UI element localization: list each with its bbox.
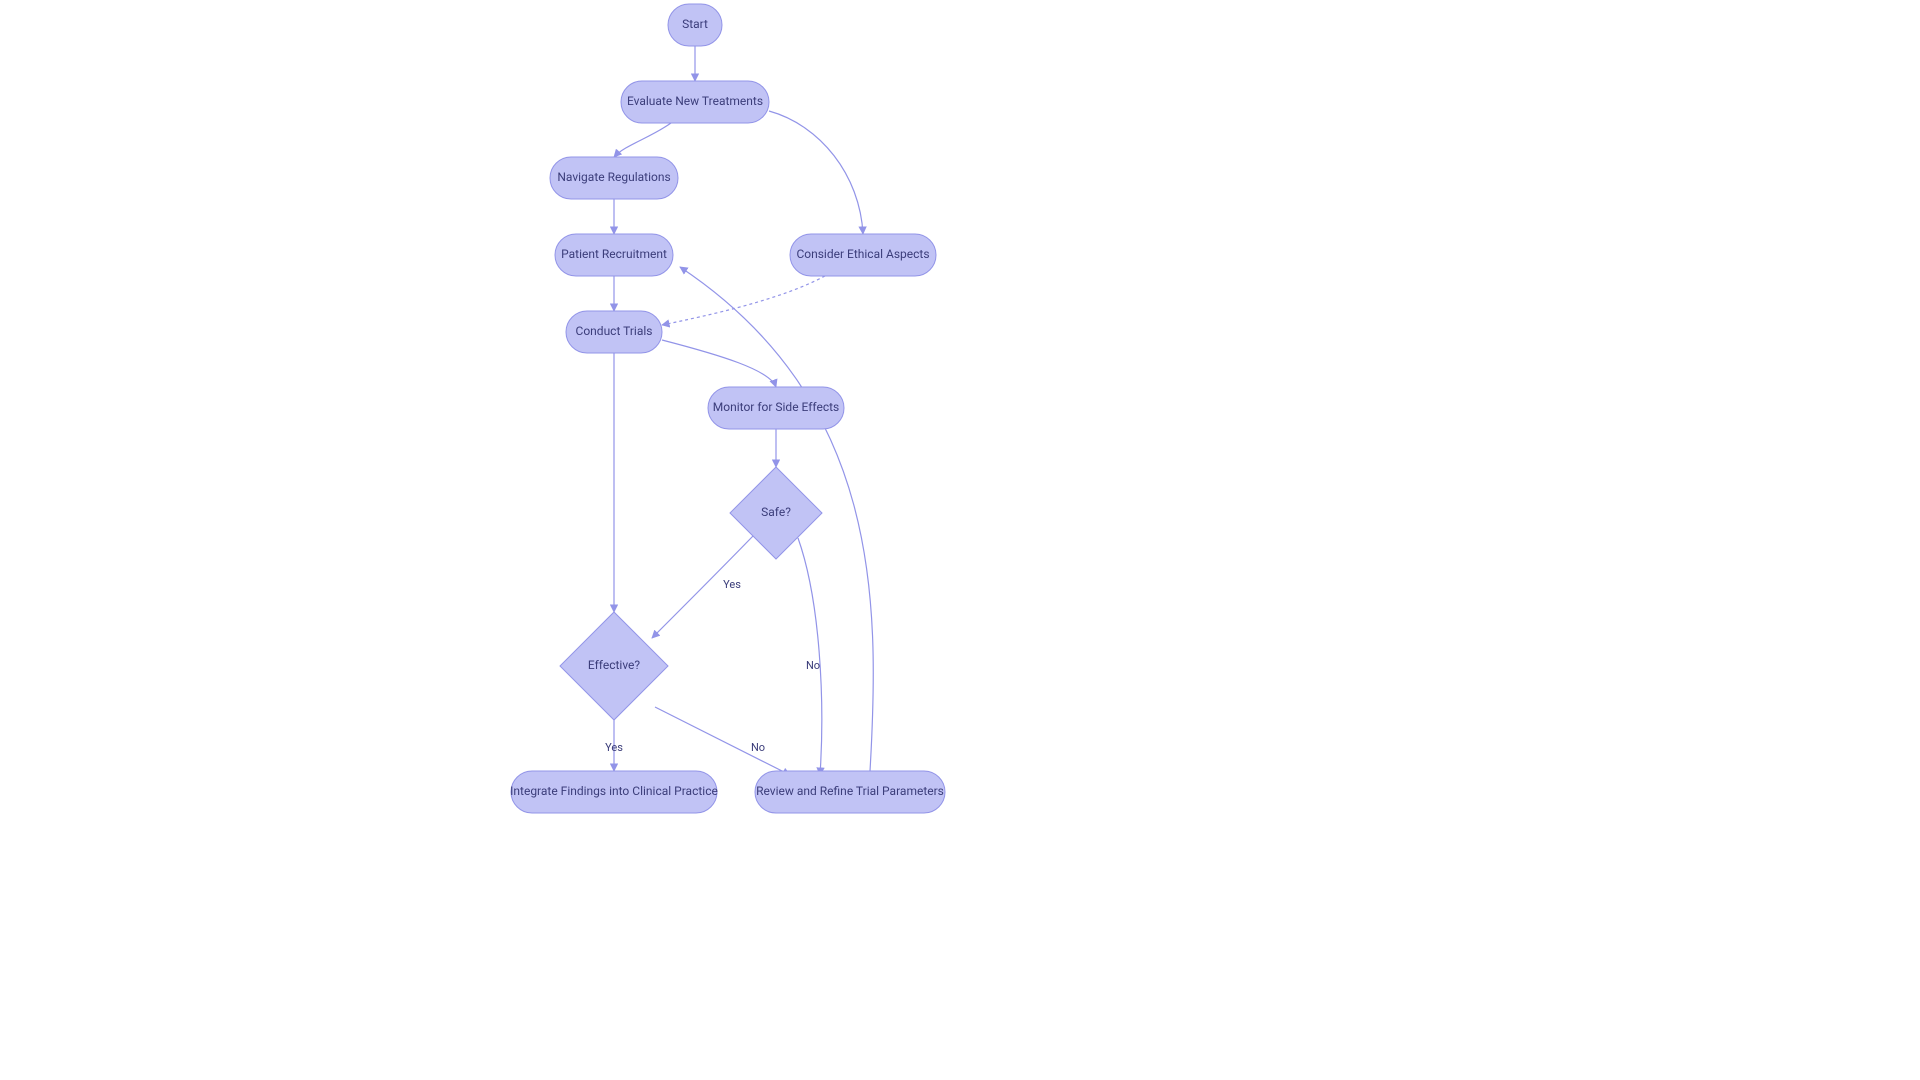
node-conduct: Conduct Trials: [566, 311, 662, 353]
node-ethical: Consider Ethical Aspects: [790, 234, 936, 276]
edge-label-safe-no: No: [806, 659, 820, 672]
svg-text:Conduct Trials: Conduct Trials: [576, 324, 653, 338]
node-integrate: Integrate Findings into Clinical Practic…: [510, 771, 718, 813]
edge-conduct-monitor: [662, 340, 776, 387]
svg-text:Patient Recruitment: Patient Recruitment: [561, 247, 667, 261]
svg-text:Consider Ethical Aspects: Consider Ethical Aspects: [796, 247, 929, 261]
node-effective: Effective?: [560, 612, 668, 720]
node-navigate: Navigate Regulations: [550, 157, 678, 199]
svg-text:Effective?: Effective?: [588, 658, 641, 672]
svg-text:Monitor for Side Effects: Monitor for Side Effects: [713, 400, 839, 414]
svg-text:Integrate Findings into Clinic: Integrate Findings into Clinical Practic…: [510, 784, 718, 798]
svg-text:Safe?: Safe?: [761, 505, 791, 519]
flowchart-canvas: Yes No Yes No Start Evaluate New Treatme…: [0, 0, 1920, 1080]
edge-evaluate-navigate: [614, 123, 671, 157]
edge-label-effective-yes: Yes: [605, 741, 623, 754]
node-evaluate: Evaluate New Treatments: [621, 81, 769, 123]
svg-text:Review and Refine Trial Parame: Review and Refine Trial Parameters: [756, 784, 944, 798]
edge-effective-review: [655, 707, 790, 775]
svg-text:Evaluate New Treatments: Evaluate New Treatments: [627, 94, 763, 108]
edge-label-effective-no: No: [751, 741, 765, 754]
node-recruitment: Patient Recruitment: [555, 234, 673, 276]
edge-safe-review: [798, 538, 822, 775]
svg-text:Start: Start: [682, 17, 708, 31]
edge-evaluate-ethical: [769, 111, 863, 234]
edge-label-safe-yes: Yes: [723, 578, 741, 591]
node-review: Review and Refine Trial Parameters: [755, 771, 945, 813]
node-start: Start: [668, 4, 722, 46]
svg-text:Navigate Regulations: Navigate Regulations: [557, 170, 670, 184]
node-monitor: Monitor for Side Effects: [708, 387, 844, 429]
